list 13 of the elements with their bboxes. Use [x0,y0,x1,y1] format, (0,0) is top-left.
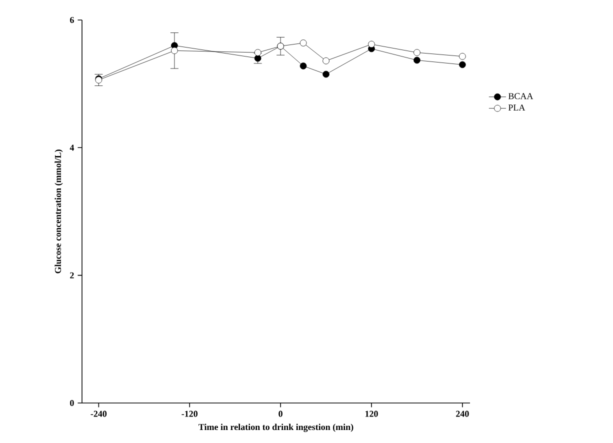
y-tick-label: 6 [70,16,74,24]
x-axis-title: Time in relation to drink ingestion (min) [198,424,354,432]
y-axis-title: Glucose concentration (mmol/L) [54,150,63,274]
y-tick-label: 0 [70,400,74,406]
x-tick-label: -120 [182,410,198,417]
y-tick-label: 2 [70,272,74,278]
x-tick-label: 240 [456,410,469,417]
legend-label: BCAA [508,93,534,100]
y-tick-label: 4 [70,144,74,151]
legend-label: PLA [508,104,526,111]
x-tick-label: -240 [90,410,107,417]
x-tick-label: 120 [365,410,378,417]
x-tick-label: 0 [278,410,282,417]
